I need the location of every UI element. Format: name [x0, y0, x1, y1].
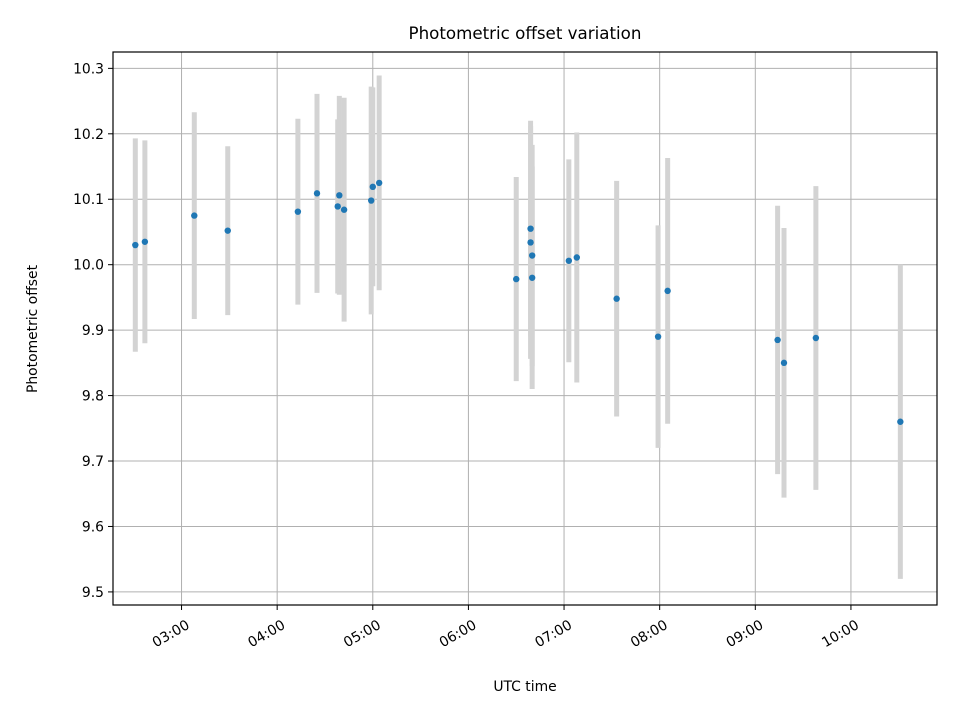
data-point: [336, 192, 343, 199]
data-point: [780, 359, 788, 367]
data-point: [313, 190, 321, 197]
data-point: [375, 179, 383, 187]
x-tick-label: 09:00: [724, 617, 767, 651]
plot-area-frame: [112, 51, 938, 606]
y-tick-label: 10.0: [73, 258, 104, 274]
y-tick-label: 10.2: [73, 127, 104, 143]
y-tick-label: 9.5: [82, 585, 104, 601]
data-point: [897, 418, 904, 425]
data-point: [334, 203, 341, 210]
data-point: [141, 238, 149, 245]
data-point: [367, 197, 375, 204]
x-tick-label: 05:00: [341, 617, 384, 651]
x-tick-label: 10:00: [819, 617, 862, 651]
data-point: [527, 239, 534, 246]
data-point: [613, 295, 620, 302]
y-tick-label: 9.8: [82, 389, 104, 405]
data-point: [513, 275, 520, 283]
data-point: [294, 208, 302, 215]
data-point: [654, 333, 662, 340]
y-tick-label: 10.1: [73, 192, 104, 208]
x-tick-label: 07:00: [532, 617, 575, 651]
data-point: [664, 287, 671, 295]
y-tick-label: 9.7: [82, 454, 104, 470]
chart-title: Photometric offset variation: [409, 23, 642, 43]
data-point: [774, 336, 781, 344]
x-axis: 03:00 04:00 05:00 06:00 07:00 08:00 09:00 10:00: [150, 605, 862, 651]
data-point: [528, 252, 536, 259]
data-point: [191, 212, 198, 219]
x-tick-label: 03:00: [150, 617, 193, 651]
data-points: [132, 179, 904, 425]
data-point: [224, 227, 231, 234]
x-tick-label: 04:00: [245, 617, 288, 651]
x-tick-label: 06:00: [437, 617, 480, 651]
data-point: [812, 334, 820, 342]
data-point: [527, 225, 534, 232]
data-point: [340, 206, 348, 213]
x-axis-label: UTC time: [493, 679, 556, 695]
y-tick-label: 9.6: [82, 519, 104, 535]
data-point: [528, 274, 536, 281]
error-bars: [132, 75, 903, 579]
y-axis-label: Photometric offset: [25, 264, 41, 393]
data-point: [565, 257, 573, 264]
data-point: [369, 183, 376, 191]
x-tick-label: 08:00: [628, 617, 671, 651]
y-tick-label: 9.9: [82, 323, 104, 339]
data-point: [132, 241, 139, 249]
data-point: [573, 254, 580, 261]
y-tick-label: 10.3: [73, 61, 104, 77]
y-axis: 9.5 9.6 9.7 9.8 9.9 10.0 10.1 10.2 10.3: [73, 61, 113, 601]
